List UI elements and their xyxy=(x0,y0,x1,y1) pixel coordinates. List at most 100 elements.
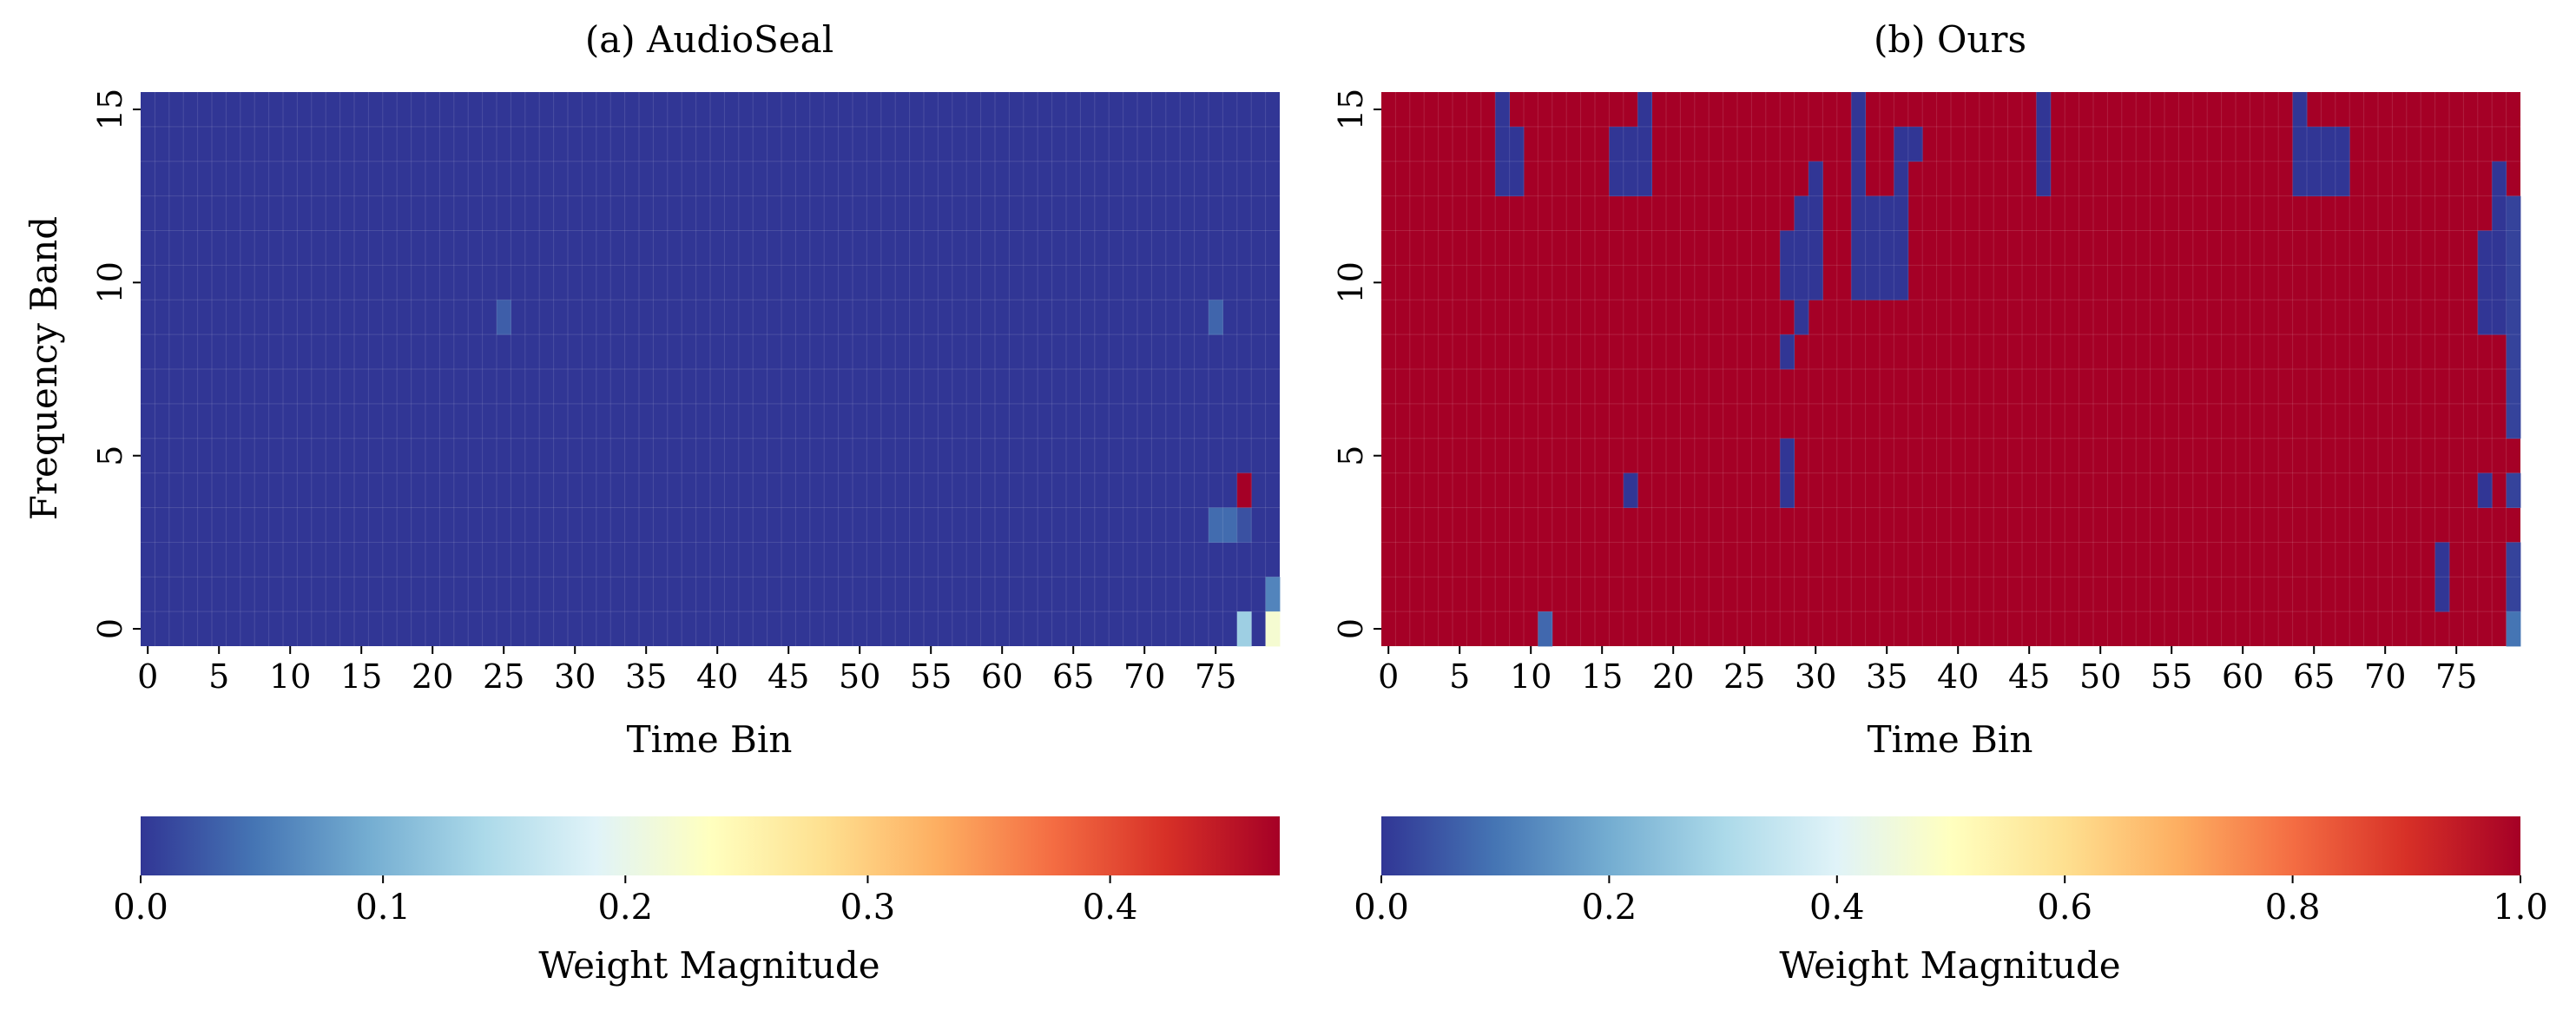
heatmap-cell xyxy=(1780,472,1795,508)
x-tick-label: 45 xyxy=(768,657,809,696)
x-axis-label: Time Bin xyxy=(1868,718,2033,761)
heatmap-cell xyxy=(2335,126,2350,162)
heatmap-cell xyxy=(1794,300,1809,335)
x-tick-label: 70 xyxy=(2364,657,2406,696)
heatmap-cell xyxy=(1637,126,1652,162)
heatmap-cell xyxy=(1894,265,1909,300)
heatmap-cell xyxy=(1894,126,1909,162)
heatmap-cell xyxy=(1894,195,1909,231)
colorbar-tick-label: 0.1 xyxy=(355,888,411,928)
heatmap-cell xyxy=(2506,300,2521,335)
x-tick-label: 0 xyxy=(137,657,158,696)
colorbar-tick-label: 0.4 xyxy=(1083,888,1138,928)
heatmap-cell xyxy=(2307,126,2322,162)
x-tick-label: 30 xyxy=(554,657,596,696)
heatmap-cell xyxy=(2492,195,2507,231)
heatmap-cell xyxy=(1495,161,1510,197)
heatmap-background xyxy=(141,92,1280,646)
heatmap-cell xyxy=(1808,161,1823,197)
y-tick-label: 0 xyxy=(1332,618,1370,639)
x-axis-label: Time Bin xyxy=(627,718,793,761)
heatmap-cell xyxy=(2477,265,2493,300)
heatmap-cell xyxy=(2321,126,2336,162)
x-tick-label: 15 xyxy=(340,657,382,696)
heatmap-cell xyxy=(2492,161,2507,197)
heatmap-cell xyxy=(2477,300,2493,335)
y-tick-label: 10 xyxy=(1332,261,1370,303)
heatmap-cell xyxy=(1236,472,1252,508)
heatmap-cell xyxy=(2492,230,2507,266)
colorbar-tick-label: 1.0 xyxy=(2493,888,2548,928)
y-tick-label: 5 xyxy=(91,446,129,466)
heatmap-cell xyxy=(1851,126,1866,162)
heatmap-cell xyxy=(1780,438,1795,474)
heatmap-cell xyxy=(1894,230,1909,266)
x-tick-label: 30 xyxy=(1795,657,1836,696)
colorbar-tick-label: 0.0 xyxy=(1354,888,1409,928)
heatmap-cell xyxy=(1851,230,1866,266)
heatmap-cell xyxy=(1851,265,1866,300)
heatmap-cell xyxy=(1808,230,1823,266)
heatmap-cell xyxy=(2036,92,2052,128)
heatmap-cell xyxy=(1236,611,1252,647)
heatmap-cell xyxy=(2506,265,2521,300)
x-tick-label: 5 xyxy=(208,657,229,696)
x-tick-label: 35 xyxy=(1866,657,1907,696)
colorbar-label: Weight Magnitude xyxy=(1779,944,2120,987)
x-tick-label: 10 xyxy=(1510,657,1552,696)
heatmap-cell xyxy=(2321,161,2336,197)
heatmap-cell xyxy=(1865,195,1881,231)
heatmap-cells xyxy=(1381,92,2521,647)
y-axis-label: Frequency Band xyxy=(23,216,65,520)
heatmap-cell xyxy=(2506,369,2521,405)
heatmap-cell xyxy=(2506,577,2521,612)
colorbar-bar xyxy=(1381,816,2520,875)
heatmap-cell xyxy=(2477,230,2493,266)
heatmap-cell xyxy=(1851,195,1866,231)
heatmap-cell xyxy=(1851,92,1866,128)
x-axis-ticks: 0 5 10 15 20 25 30 35 40 45 50 55 60 65 70 75 xyxy=(1378,646,2477,696)
x-tick-label: 5 xyxy=(1449,657,1470,696)
x-tick-label: 0 xyxy=(1378,657,1399,696)
heatmap-cell xyxy=(1880,230,1894,266)
x-tick-label: 25 xyxy=(483,657,524,696)
heatmap-cell xyxy=(1538,611,1553,647)
x-tick-label: 70 xyxy=(1123,657,1165,696)
heatmap-cell xyxy=(1907,126,1923,162)
x-axis-ticks: 0 5 10 15 20 25 30 35 40 45 50 55 60 65 70 75 xyxy=(137,646,1236,696)
heatmap-cell xyxy=(2506,542,2521,578)
cell-grid xyxy=(141,92,1280,646)
x-tick-label: 40 xyxy=(696,657,738,696)
x-tick-label: 60 xyxy=(2222,657,2263,696)
colorbar-tick-label: 0.3 xyxy=(840,888,896,928)
colorbar-tick-label: 0.6 xyxy=(2037,888,2092,928)
colorbar-label: Weight Magnitude xyxy=(538,944,880,987)
y-tick-label: 5 xyxy=(1332,446,1370,466)
heatmap-cell xyxy=(2292,161,2308,197)
heatmap-cell xyxy=(2506,611,2521,647)
heatmap-cell xyxy=(2506,334,2521,370)
heatmap-cell xyxy=(2506,230,2521,266)
colorbar-tick-label: 0.2 xyxy=(597,888,653,928)
x-tick-label: 65 xyxy=(1052,657,1094,696)
heatmap-cell xyxy=(2036,161,2052,197)
y-tick-label: 0 xyxy=(91,618,129,639)
heatmap-cell xyxy=(2434,577,2450,612)
colorbar-ticks: 0.0 0.1 0.2 0.3 0.4 xyxy=(113,875,1137,928)
heatmap-cell xyxy=(1609,161,1624,197)
heatmap-cell xyxy=(1623,472,1638,508)
heatmap-cell xyxy=(1865,265,1881,300)
colorbar-ticks: 0.0 0.2 0.4 0.6 0.8 1.0 xyxy=(1354,875,2548,928)
heatmap-cell xyxy=(1637,161,1652,197)
heatmap-cell xyxy=(1780,230,1795,266)
x-tick-label: 10 xyxy=(269,657,311,696)
heatmap-cell xyxy=(1794,265,1809,300)
x-tick-label: 20 xyxy=(1652,657,1694,696)
heatmap-cell xyxy=(1209,507,1223,543)
heatmap-cell xyxy=(1495,126,1510,162)
panel-title: (a) AudioSeal xyxy=(585,18,833,61)
x-tick-label: 40 xyxy=(1937,657,1979,696)
heatmap-cell xyxy=(1623,161,1638,197)
heatmap-cells xyxy=(141,92,1281,647)
